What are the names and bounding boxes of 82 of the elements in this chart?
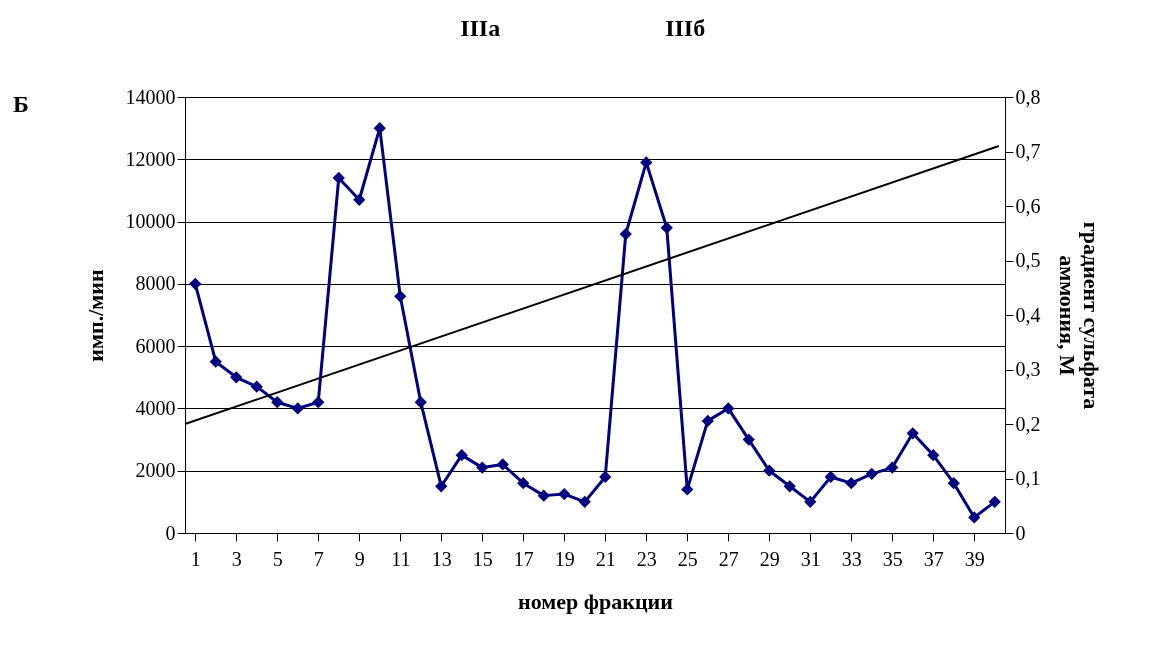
y-tick-label: 12000 [125,147,176,170]
point [271,396,284,409]
point [209,355,222,368]
point [865,467,878,480]
x-tick-label: 35 [882,547,903,570]
point [681,483,694,496]
x-tick-label: 21 [595,547,616,570]
point [414,396,427,409]
point [435,480,448,493]
point [783,480,796,493]
point [496,458,509,471]
point [332,171,345,185]
point [189,277,202,290]
y-tick-label: 0 [165,521,176,544]
y-tick-label: 2000 [135,459,176,482]
point [537,489,550,502]
point [291,402,304,415]
point [640,156,653,169]
x-tick-label: 7 [313,547,324,570]
point [558,487,571,501]
y2-tick-label: 0 [1015,521,1026,544]
point [927,449,940,462]
y-tick-label: 8000 [135,272,176,295]
point [619,227,632,241]
point [886,461,899,474]
x-tick-label: 9 [354,547,365,570]
point [968,511,981,524]
x-tick-label: 3 [231,547,242,570]
point [476,461,489,474]
point [353,193,366,206]
y2-tick-label: 0,3 [1015,358,1041,380]
x-tick-label: 1 [190,547,201,570]
y-axis-title: имп./мин [82,269,108,362]
x-tick-label: 37 [923,547,944,570]
point [742,433,755,446]
x-tick-label: 33 [841,547,862,570]
text: IIIa [460,15,501,41]
point [599,470,612,484]
point [947,477,960,490]
point [804,495,817,508]
point [660,221,673,234]
point [250,380,263,393]
y2-tick-label: 0,8 [1015,85,1041,108]
point [722,402,735,415]
y2-tick-label: 0,7 [1015,140,1041,162]
point [824,470,837,484]
x-tick-label: 25 [677,547,698,570]
y2-tick-label: 0,1 [1015,467,1041,489]
text: IIIб [665,15,706,41]
point [517,477,530,490]
y2-tick-label: 0,2 [1015,412,1041,435]
y-tick-label: 14000 [125,85,176,108]
x-tick-label: 15 [472,547,493,570]
x-axis-title: номер фракции [518,588,674,614]
y-tick-label: 6000 [135,334,176,357]
point [455,449,468,462]
y2-tick-label: 0,4 [1015,303,1041,326]
point [578,495,591,508]
point [312,396,325,409]
point [394,290,407,303]
point [230,371,243,384]
y2-tick-label: 0,5 [1015,249,1041,271]
y-tick-label: 4000 [135,396,176,419]
x-tick-label: 19 [554,547,575,570]
x-tick-label: 11 [391,547,411,570]
x-tick-label: 27 [718,547,739,570]
x-tick-label: 31 [800,547,821,570]
y2-axis-title: градиент сульфата аммония, М [1054,221,1104,410]
y2-tick-label: 0,6 [1015,194,1041,217]
point [701,414,714,428]
point [763,464,776,477]
y-tick-label: 10000 [125,210,176,233]
x-tick-label: 29 [759,547,780,570]
x-tick-label: 5 [272,547,283,570]
x-tick-label: 17 [513,547,534,570]
x-tick-label: 39 [964,547,985,570]
point [845,477,858,490]
x-tick-label: 13 [431,547,452,570]
point [988,495,1001,508]
x-tick-label: 23 [636,547,657,570]
text: Б [13,91,29,117]
point [906,427,919,440]
